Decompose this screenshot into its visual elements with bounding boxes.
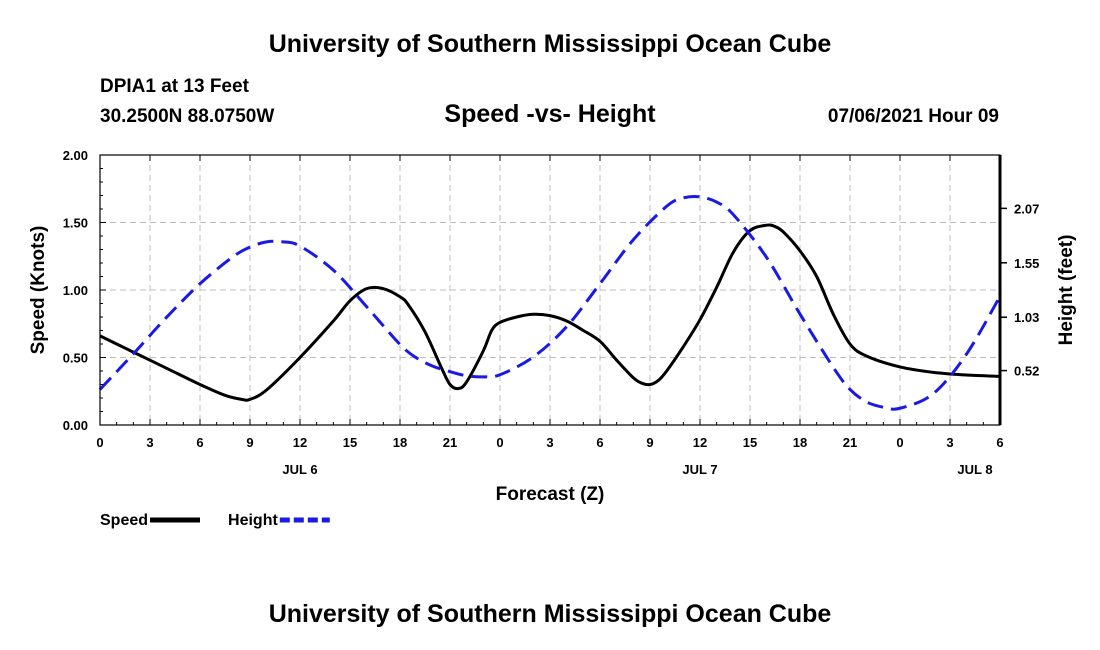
- y-axis-title: Speed (Knots): [28, 226, 49, 355]
- x-tick-label: 0: [96, 435, 103, 450]
- x-tick-label: 15: [743, 435, 757, 450]
- x-tick-label: 3: [546, 435, 553, 450]
- series-line-speed: [99, 223, 1001, 402]
- x-tick-label: 18: [393, 435, 407, 450]
- y2-tick-label: 2.07: [1014, 201, 1039, 216]
- station-coordinates: 30.2500N 88.0750W: [100, 106, 275, 127]
- x-tick-label: 12: [693, 435, 707, 450]
- grid: [100, 155, 1000, 425]
- series-layer: [98, 194, 1002, 411]
- y-tick-label: 2.00: [63, 148, 88, 163]
- station-label: DPIA1 at 13 Feet: [100, 76, 249, 97]
- legend-label-speed: Speed: [100, 512, 148, 529]
- y2-tick-label: 0.52: [1014, 364, 1039, 379]
- x-tick-label: 21: [443, 435, 457, 450]
- y2-axis-title: Height (feet): [1056, 235, 1077, 346]
- date-label: JUL 6: [282, 462, 317, 477]
- x-tick-label: 18: [793, 435, 807, 450]
- x-tick-label: 12: [293, 435, 307, 450]
- legend: Speed Height: [100, 512, 330, 529]
- top-title: University of Southern Mississippi Ocean…: [268, 30, 832, 58]
- x-tick-label: 6: [196, 435, 203, 450]
- x-tick-label: 0: [896, 435, 903, 450]
- x-tick-label: 9: [646, 435, 653, 450]
- chart-title: Speed -vs- Height: [444, 100, 656, 128]
- ticks: 0 3 6 9 12 15 18 21 0 3 6 9 12 15 18 21 0 3 6 0.00 0.50 1.00 1…: [63, 148, 1040, 477]
- y-tick-label: 1.50: [63, 216, 88, 231]
- x-axis-title: Forecast (Z): [496, 484, 605, 505]
- y2-tick-label: 1.55: [1014, 256, 1039, 271]
- forecast-timestamp: 07/06/2021 Hour 09: [827, 106, 999, 127]
- y-tick-label: 0.00: [63, 418, 88, 433]
- legend-label-height: Height: [228, 512, 278, 529]
- bottom-title: University of Southern Mississippi Ocean…: [268, 600, 832, 628]
- x-tick-label: 15: [343, 435, 357, 450]
- x-tick-label: 9: [246, 435, 253, 450]
- x-tick-label: 6: [596, 435, 603, 450]
- series-line-height: [98, 194, 1002, 411]
- y-tick-label: 0.50: [63, 351, 88, 366]
- x-tick-label: 3: [946, 435, 953, 450]
- date-label: JUL 7: [682, 462, 717, 477]
- x-tick-label: 21: [843, 435, 857, 450]
- y2-tick-label: 1.03: [1014, 310, 1039, 325]
- x-tick-label: 0: [496, 435, 503, 450]
- x-tick-label: 6: [996, 435, 1003, 450]
- y-tick-label: 1.00: [63, 283, 88, 298]
- x-tick-label: 3: [146, 435, 153, 450]
- date-label: JUL 8: [957, 462, 992, 477]
